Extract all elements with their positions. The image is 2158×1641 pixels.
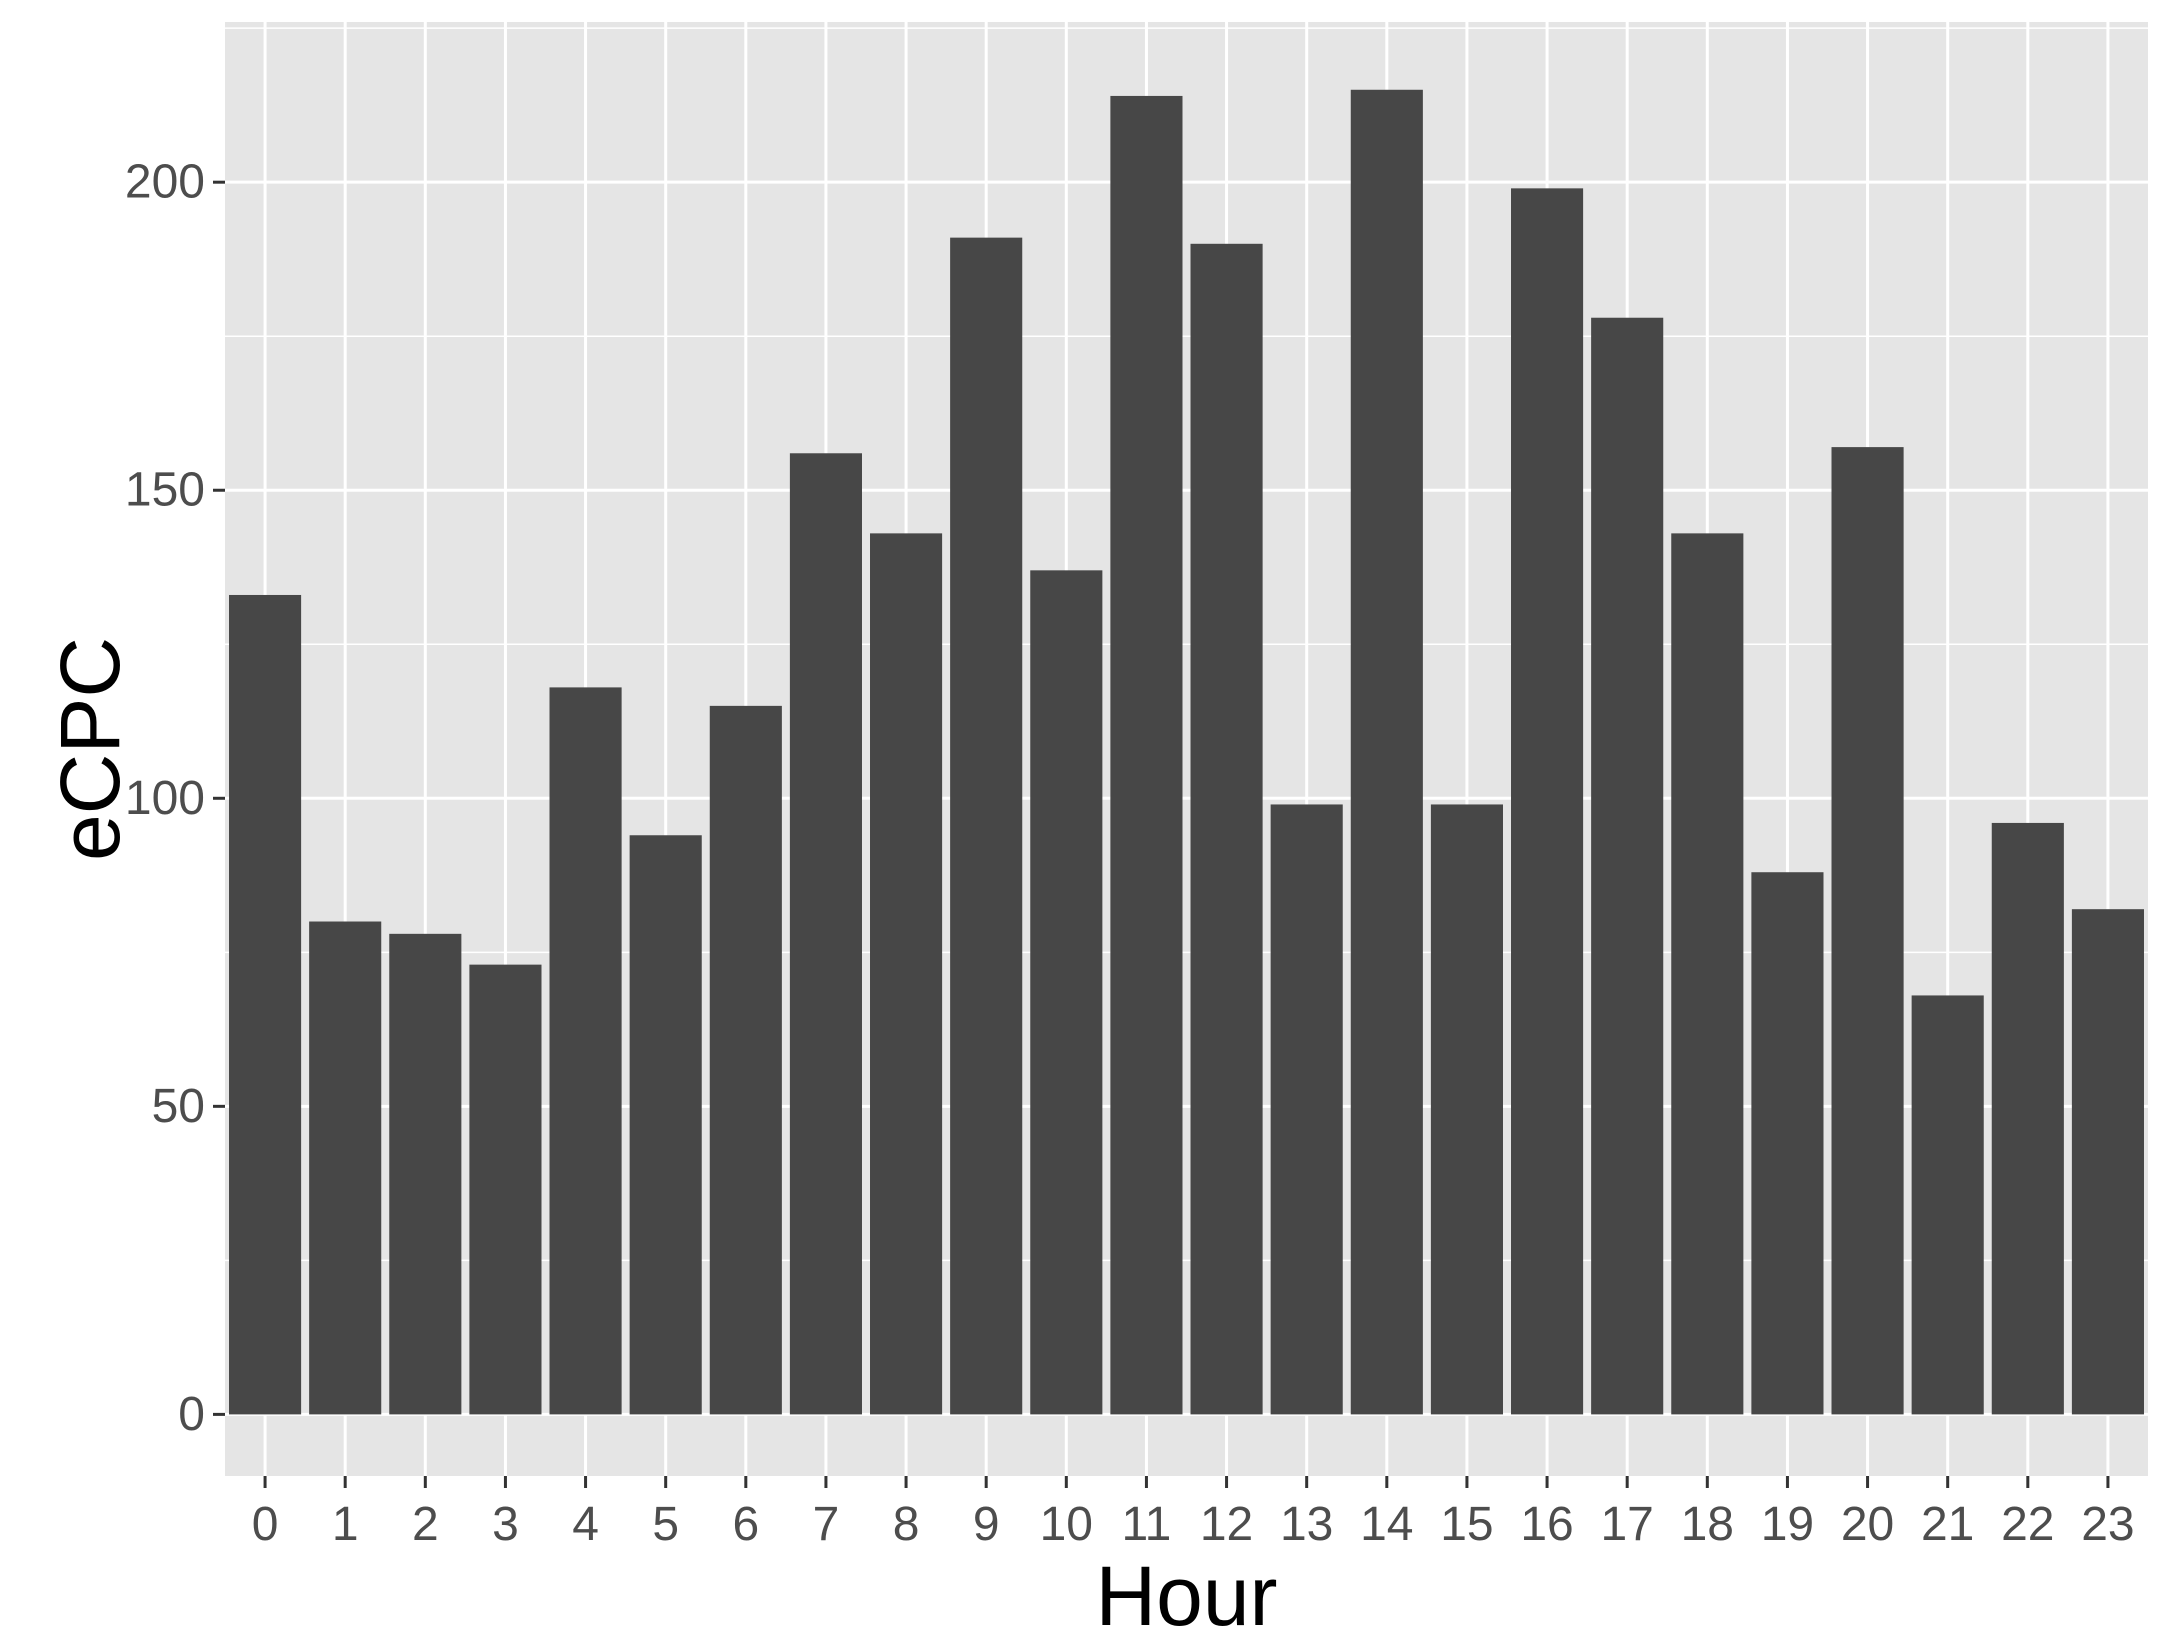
- y-axis-title: eCPC: [43, 637, 137, 861]
- x-tick-label: 4: [572, 1498, 599, 1551]
- x-tick-label: 1: [332, 1498, 359, 1551]
- bar-hour-5: [629, 835, 702, 1415]
- bar-hour-20: [1831, 447, 1904, 1415]
- x-tick-label: 7: [813, 1498, 840, 1551]
- x-axis-title: Hour: [1095, 1549, 1277, 1641]
- bar-hour-6: [709, 705, 782, 1415]
- bar-hour-11: [1110, 95, 1183, 1415]
- x-tick-label: 10: [1040, 1498, 1093, 1551]
- y-tick-label: 100: [125, 772, 205, 825]
- x-tick-label: 22: [2001, 1498, 2054, 1551]
- bar-hour-14: [1350, 89, 1423, 1415]
- y-tick-label: 0: [178, 1388, 205, 1441]
- bar-hour-22: [1991, 822, 2064, 1415]
- bar-hour-2: [389, 933, 462, 1415]
- bar-hour-23: [2071, 909, 2144, 1415]
- x-tick-label: 14: [1360, 1498, 1413, 1551]
- grid-minor: [225, 27, 2148, 1262]
- y-tick-label: 200: [125, 156, 205, 209]
- bar-hour-7: [789, 453, 862, 1415]
- x-tick-label: 15: [1440, 1498, 1493, 1551]
- bar-hour-16: [1511, 188, 1584, 1415]
- x-tick-label: 0: [252, 1498, 279, 1551]
- x-tick-label: 6: [732, 1498, 759, 1551]
- x-tick-label: 2: [412, 1498, 439, 1551]
- bar-hour-10: [1030, 570, 1103, 1415]
- x-tick-label: 16: [1520, 1498, 1573, 1551]
- bar-hour-8: [870, 533, 943, 1415]
- plot-panel: [225, 22, 2148, 1476]
- y-tick-label: 50: [152, 1080, 205, 1133]
- bar-hour-1: [309, 921, 382, 1415]
- bar-hour-15: [1430, 804, 1503, 1415]
- x-tick-label: 20: [1841, 1498, 1894, 1551]
- x-tick-label: 17: [1600, 1498, 1653, 1551]
- y-tick-label: 150: [125, 464, 205, 517]
- bar-hour-13: [1270, 804, 1343, 1415]
- x-axis: 0 1 2 3 4 5 6 7 8 9 10 11 12 13 14 15 16 17 18 19 20 21 22 23: [252, 1476, 2135, 1551]
- bar-hour-19: [1751, 872, 1824, 1415]
- x-tick-label: 12: [1200, 1498, 1253, 1551]
- bars: [229, 89, 2144, 1415]
- bar-hour-18: [1671, 533, 1744, 1415]
- bar-hour-21: [1911, 995, 1984, 1415]
- x-tick-label: 8: [893, 1498, 920, 1551]
- x-tick-label: 18: [1681, 1498, 1734, 1551]
- bar-hour-17: [1591, 317, 1664, 1415]
- y-axis: 0 50 100 150 200: [125, 156, 225, 1441]
- bar-hour-12: [1190, 243, 1263, 1415]
- x-tick-label: 21: [1921, 1498, 1974, 1551]
- bar-hour-9: [950, 237, 1023, 1415]
- x-tick-label: 9: [973, 1498, 1000, 1551]
- bar-hour-0: [229, 594, 302, 1415]
- x-tick-label: 11: [1122, 1498, 1172, 1551]
- x-tick-label: 19: [1761, 1498, 1814, 1551]
- bar-hour-4: [549, 687, 622, 1415]
- x-tick-label: 23: [2081, 1498, 2134, 1551]
- x-tick-label: 3: [492, 1498, 519, 1551]
- x-tick-label: 13: [1280, 1498, 1333, 1551]
- bar-hour-3: [469, 964, 542, 1415]
- x-tick-label: 5: [652, 1498, 679, 1551]
